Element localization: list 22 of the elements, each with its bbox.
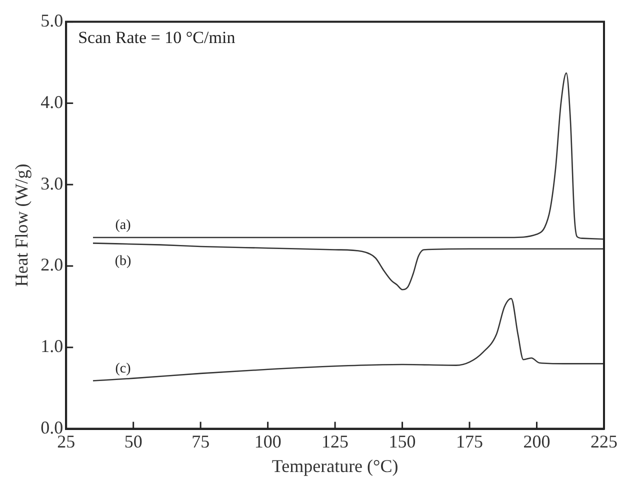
series-label: (b) (114, 254, 132, 269)
series-label: (c) (115, 361, 132, 376)
y-axis-title: Heat Flow (W/g) (12, 164, 32, 287)
line-series (92, 242, 604, 290)
annotation: Scan Rate = 10 °C/min (78, 28, 236, 47)
x-tick-label: 200 (523, 431, 550, 452)
x-tick-label: 175 (456, 431, 484, 452)
y-tick-label: 4.0 (40, 92, 64, 112)
line-series (92, 298, 604, 382)
x-axis-title: Temperature (°C) (272, 456, 398, 476)
y-tick-label: 1.0 (40, 336, 64, 356)
series-label: (a) (115, 218, 132, 234)
line-series (92, 72, 604, 240)
x-tick-label: 100 (254, 431, 282, 452)
y-tick-label: 3.0 (40, 173, 64, 194)
x-tick-label: 50 (124, 431, 142, 452)
y-tick-label: 5.0 (40, 10, 64, 31)
y-tick-label: 2.0 (40, 254, 64, 275)
x-tick-label: 75 (192, 431, 210, 452)
x-tick-label: 225 (590, 431, 618, 452)
x-tick-label: 125 (322, 431, 349, 452)
x-tick-label: 150 (388, 431, 416, 452)
